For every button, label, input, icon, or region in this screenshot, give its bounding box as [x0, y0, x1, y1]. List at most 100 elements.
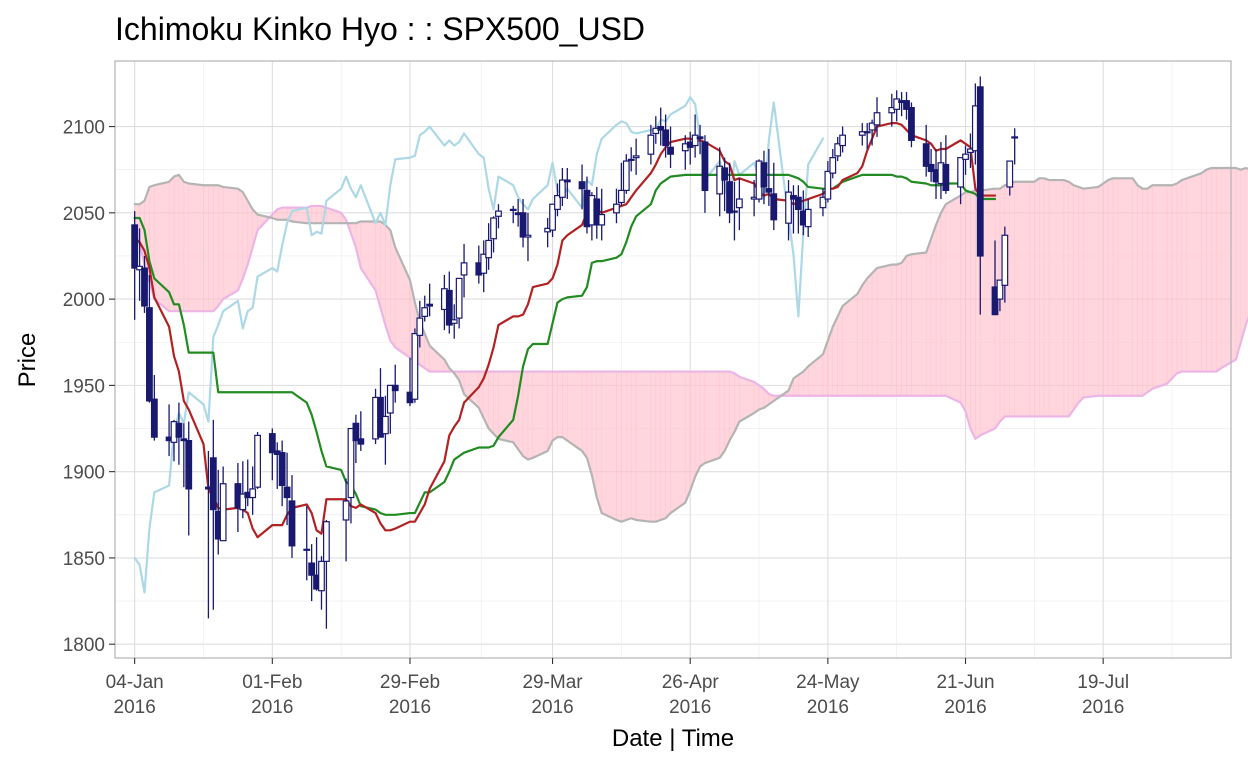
- cloud-segment: [1063, 179, 1069, 417]
- cloud-segment: [655, 371, 661, 522]
- candle: [386, 384, 394, 434]
- cloud-segment: [213, 185, 219, 312]
- candle: [352, 414, 360, 464]
- cloud-segment: [532, 371, 548, 459]
- candle-body-bearish: [141, 267, 148, 307]
- candle: [323, 519, 330, 629]
- candle: [490, 216, 497, 253]
- x-tick-year-label: 2016: [669, 697, 711, 718]
- candle-body-bullish: [824, 170, 832, 200]
- cloud-segment: [1235, 167, 1242, 360]
- cloud-segment: [203, 185, 209, 312]
- candle: [239, 461, 247, 519]
- candle-body-bearish: [908, 106, 915, 141]
- candle-body-bearish: [942, 163, 950, 192]
- cloud-segment: [168, 176, 175, 312]
- cloud-segment: [1029, 181, 1035, 417]
- candle: [617, 162, 625, 206]
- cloud-segment: [842, 293, 858, 396]
- candle-body-bullish: [303, 548, 311, 551]
- candle: [342, 478, 350, 562]
- cloud-segment: [567, 371, 583, 452]
- candle-body-bearish: [180, 438, 188, 442]
- cloud-segment: [1102, 179, 1109, 396]
- cloud-segment: [488, 371, 494, 435]
- candle-body-bearish: [426, 303, 434, 307]
- x-tick-label: 24-May: [796, 672, 860, 693]
- x-tick-label: 21-Jun: [936, 672, 994, 693]
- cloud-segment: [965, 191, 971, 429]
- candle: [927, 148, 935, 182]
- cloud-segment: [960, 191, 966, 413]
- candle-body-bullish: [632, 155, 640, 159]
- candle-body-bearish: [701, 141, 709, 192]
- candle-body-bullish: [888, 106, 896, 114]
- candle: [283, 452, 291, 526]
- cloud-segment: [724, 371, 730, 452]
- candle: [219, 466, 227, 542]
- candle: [721, 157, 729, 212]
- cloud-segment: [1186, 172, 1202, 372]
- cloud-segment: [694, 371, 701, 477]
- cloud-segment: [911, 252, 927, 396]
- candle: [578, 164, 586, 210]
- x-tick-label: 01-Feb: [242, 672, 302, 693]
- candle: [893, 90, 901, 122]
- candle: [657, 107, 665, 146]
- candle-body-bearish: [146, 307, 153, 402]
- cloud-segment: [562, 371, 568, 441]
- cloud-segment: [1098, 183, 1104, 396]
- candlesticks: [131, 76, 1019, 629]
- cloud-segment: [547, 371, 553, 452]
- candle: [991, 240, 999, 316]
- candle-body-bearish: [927, 163, 935, 173]
- cloud-segment: [670, 371, 686, 514]
- cloud-segment: [1166, 185, 1173, 385]
- candle: [863, 123, 871, 149]
- candle-body-bullish: [785, 191, 792, 224]
- cloud-segment: [222, 186, 239, 300]
- cloud-segment: [1147, 184, 1153, 393]
- candle: [593, 186, 601, 239]
- candle: [627, 147, 635, 172]
- y-tick-label: 1800: [63, 635, 105, 656]
- cloud-segment: [1152, 185, 1168, 390]
- candle-body-bullish: [485, 239, 493, 259]
- cloud-segment: [631, 371, 637, 521]
- cloud-segment: [1073, 184, 1079, 411]
- candle: [141, 255, 148, 313]
- candle: [549, 203, 556, 237]
- cloud-segment: [1206, 167, 1212, 372]
- cloud-segment: [527, 371, 534, 460]
- candle: [303, 506, 311, 581]
- candle: [278, 440, 286, 507]
- candle: [770, 162, 778, 231]
- candle-body-bullish: [622, 160, 630, 192]
- candle-body-bullish: [598, 213, 606, 226]
- candle-body-bullish: [893, 98, 901, 110]
- cloud-segment: [876, 264, 892, 396]
- candle: [1006, 160, 1014, 196]
- candle-body-bullish: [957, 157, 965, 188]
- candle: [450, 304, 458, 339]
- candle: [288, 475, 296, 558]
- cloud-segment: [1112, 178, 1119, 396]
- cloud-segment: [1171, 183, 1178, 379]
- cloud-segment: [635, 371, 652, 522]
- cloud-segment: [925, 238, 932, 396]
- candle: [868, 119, 876, 146]
- candle: [318, 556, 325, 610]
- senkou-span-a-line: [133, 166, 1248, 523]
- cloud-segment: [1240, 167, 1246, 343]
- candle: [647, 124, 655, 165]
- candle-body-bullish: [450, 319, 458, 324]
- candle: [908, 102, 915, 148]
- cloud-segment: [891, 264, 897, 396]
- candle-body-bullish: [1006, 160, 1014, 188]
- candle: [308, 544, 316, 602]
- cloud-segment: [581, 371, 588, 459]
- candle-body-bullish: [647, 134, 655, 155]
- candle-body-bearish: [288, 500, 296, 547]
- candle: [662, 114, 670, 158]
- candle-body-bearish: [308, 562, 316, 576]
